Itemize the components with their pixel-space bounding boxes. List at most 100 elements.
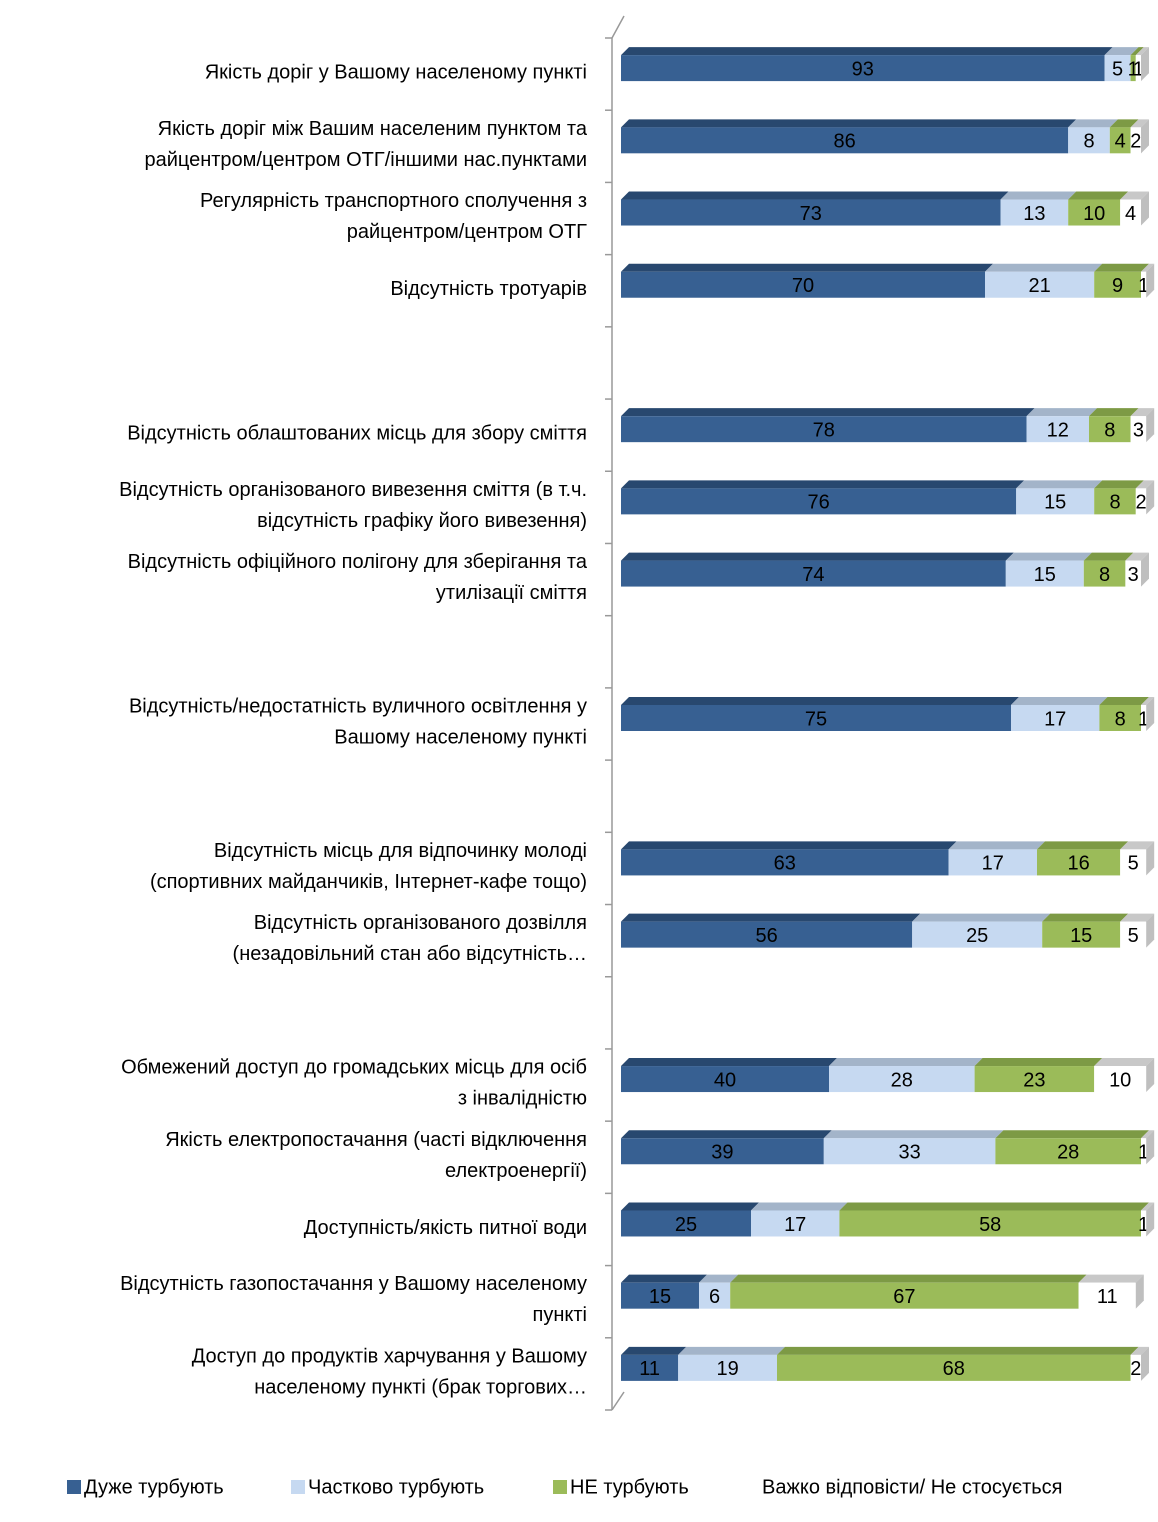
bar-top (1094, 263, 1149, 272)
category-label: Відсутність офіційного полігону для збер… (128, 551, 588, 604)
bar-side (1146, 1130, 1155, 1165)
bar (1078, 1282, 1136, 1309)
bar-top (1078, 1274, 1144, 1283)
bar-top (621, 1202, 759, 1211)
value-label: 78 (813, 419, 835, 441)
value-label: 11 (1097, 1286, 1118, 1308)
bar-top (1083, 552, 1134, 561)
bar-top (678, 1346, 785, 1355)
bar (751, 1210, 840, 1237)
bar (1120, 199, 1141, 226)
bar-top (621, 408, 1035, 417)
bar-top (995, 1130, 1149, 1139)
bar-top (1120, 841, 1155, 850)
bar-top (1099, 697, 1149, 705)
value-label: 10 (1083, 203, 1105, 225)
value-label: 1 (1138, 1214, 1149, 1236)
value-label: 23 (1023, 1069, 1045, 1091)
value-label: 33 (898, 1142, 920, 1164)
category-label: Відсутність організованого вивезення смі… (119, 479, 587, 532)
bar (621, 1066, 829, 1093)
bar-top (985, 263, 1103, 272)
bar (1141, 1138, 1147, 1165)
bar-side (1146, 480, 1155, 515)
category-label: Якість доріг у Вашому населеному пункті (205, 61, 587, 83)
bar-top (1000, 191, 1077, 200)
value-label: 3 (1133, 419, 1144, 441)
value-label: 17 (1044, 708, 1066, 730)
bar (621, 705, 1011, 731)
value-label: 15 (1044, 492, 1066, 514)
bar-top (1109, 119, 1139, 128)
category-label: Відсутність/недостатність вуличного осві… (129, 696, 587, 749)
bar-top (1130, 47, 1144, 56)
bar (1026, 416, 1089, 443)
value-label: 16 (1067, 853, 1089, 875)
value-label: 5 (1128, 853, 1139, 875)
category-label: Відсутність організованого дозвілля (неза… (233, 912, 587, 965)
bar-top (621, 1346, 687, 1355)
bar-top (1089, 408, 1139, 417)
value-label: 56 (755, 925, 777, 947)
value-label: 1 (1138, 708, 1149, 730)
bar (974, 1066, 1095, 1093)
legend-label: Частково турбують (308, 1476, 484, 1498)
bar-top (621, 47, 1113, 56)
bar-top (621, 191, 1009, 200)
value-label: 8 (1099, 564, 1110, 586)
bar (621, 271, 985, 298)
bar-side (1146, 841, 1155, 876)
bar (1130, 1354, 1141, 1381)
bar (829, 1066, 975, 1093)
bar-side (1146, 263, 1155, 298)
value-label: 74 (802, 564, 824, 586)
bar-top (621, 913, 921, 922)
bar (621, 55, 1105, 82)
value-label: 15 (1070, 925, 1092, 947)
bar (1130, 127, 1141, 154)
bar (777, 1354, 1131, 1381)
bar (1135, 55, 1141, 82)
value-label: 5 (1112, 58, 1123, 80)
bar-top (777, 1346, 1139, 1355)
value-label: 8 (1083, 131, 1094, 153)
bar (1068, 127, 1110, 154)
bar (1083, 560, 1126, 587)
value-label: 93 (852, 58, 874, 80)
bar (621, 127, 1069, 154)
bar (823, 1138, 996, 1165)
bar (730, 1282, 1079, 1309)
bar-side (1135, 1274, 1144, 1309)
bar (1135, 488, 1147, 515)
value-label: 11 (639, 1358, 660, 1380)
bar-side (1146, 1202, 1155, 1237)
bar-side (1141, 1346, 1149, 1381)
bar-top (1125, 552, 1149, 561)
bar (621, 1282, 699, 1309)
bar (995, 1138, 1141, 1165)
bar-top (621, 119, 1077, 128)
bar-top (1037, 841, 1129, 850)
value-label: 1 (1133, 58, 1144, 80)
value-label: 63 (774, 853, 796, 875)
bar (1130, 55, 1136, 82)
bar-top (621, 263, 993, 272)
value-label: 10 (1109, 1069, 1131, 1091)
value-label: 1 (1128, 58, 1139, 80)
bar-top (621, 480, 1025, 489)
legend-label: Важко відповісти/ Не стосується (762, 1476, 1063, 1498)
bar-top (829, 1058, 983, 1067)
value-label: 15 (649, 1286, 671, 1308)
bar (1089, 416, 1131, 443)
value-label: 39 (711, 1142, 733, 1164)
bar (1000, 199, 1069, 226)
value-label: 73 (800, 203, 822, 225)
category-label: Відсутність тротуарів (390, 278, 587, 300)
bar-top (948, 841, 1045, 850)
value-label: 19 (716, 1358, 738, 1380)
bar-top (621, 697, 1019, 705)
bar-top (1011, 697, 1108, 705)
category-label: Якість електропостачання (часті відключе… (165, 1129, 587, 1182)
